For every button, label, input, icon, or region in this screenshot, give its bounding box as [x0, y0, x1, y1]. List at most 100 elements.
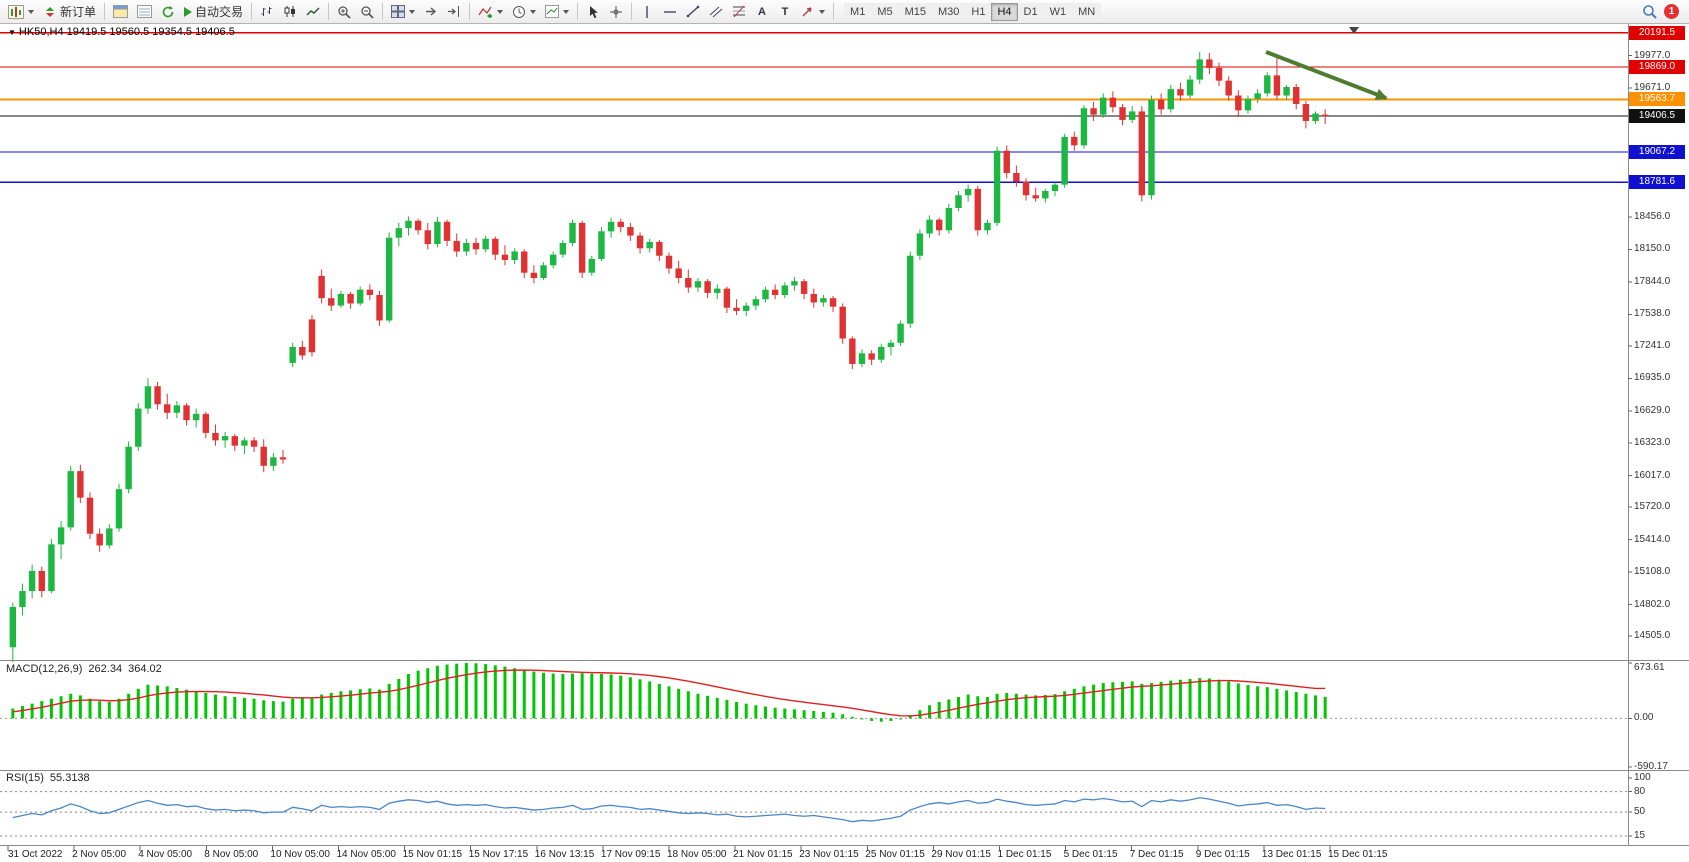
time-scale-label: 7 Dec 01:15	[1129, 849, 1184, 860]
timeframe-button-h4[interactable]: H4	[991, 2, 1018, 21]
rsi-line	[12, 797, 1326, 823]
candlestick-chart-button[interactable]	[279, 2, 301, 22]
rsi-scale-label: 80	[1634, 785, 1646, 797]
data-window-button[interactable]	[133, 2, 156, 22]
trend-arrow[interactable]	[1265, 50, 1388, 101]
templates-button[interactable]	[541, 2, 573, 22]
time-scale-label: 15 Nov 17:15	[468, 849, 529, 860]
arrows-button[interactable]	[797, 2, 829, 22]
tile-windows-button[interactable]	[387, 2, 419, 22]
rsi-scale-label: 50	[1634, 806, 1646, 818]
search-button[interactable]	[1638, 2, 1661, 22]
periods-button[interactable]	[508, 2, 540, 22]
price-level-badge[interactable]: 19869.0	[1629, 59, 1685, 74]
time-scale-label: 25 Nov 01:15	[865, 849, 925, 860]
market-watch-icon	[113, 5, 129, 18]
new-order-icon	[46, 6, 54, 17]
time-scale-label: 2 Nov 05:00	[72, 849, 127, 860]
timeframe-button-m1[interactable]: M1	[844, 2, 872, 21]
timeframe-button-m15[interactable]: M15	[898, 2, 932, 21]
price-scale-label: 14802.0	[1634, 598, 1671, 610]
price-level-badge[interactable]: 19067.2	[1629, 145, 1685, 160]
trendline-icon	[686, 5, 700, 18]
macd-scale-label: 673.61	[1634, 662, 1665, 673]
time-scale-label: 29 Nov 01:15	[931, 849, 991, 860]
refresh-button[interactable]	[157, 2, 179, 22]
label-button[interactable]: T	[774, 2, 796, 22]
timeframe-button-m5[interactable]: M5	[871, 2, 899, 21]
new-order-label: 新订单	[60, 5, 97, 19]
price-level-badge[interactable]: 18781.6	[1629, 175, 1685, 190]
new-chart-button[interactable]	[4, 2, 38, 22]
notification-badge[interactable]: 1	[1664, 4, 1679, 19]
price-level-lines[interactable]	[0, 32, 1628, 184]
timeframe-button-h1[interactable]: H1	[965, 2, 992, 21]
time-scale-label: 16 Nov 13:15	[534, 849, 595, 860]
auto-scroll-button[interactable]	[420, 2, 442, 22]
arrows-tool-icon	[802, 7, 812, 17]
macd-scale-label: 0.00	[1634, 712, 1654, 724]
line-chart-button[interactable]	[302, 2, 324, 22]
rsi-scale-label: 100	[1634, 772, 1651, 783]
cursor-icon	[590, 5, 598, 18]
trendline-button[interactable]	[682, 2, 704, 22]
text-tool-icon: A	[758, 5, 766, 18]
rsi-name: RSI(15)	[6, 772, 44, 784]
price-scale-label: 15108.0	[1634, 566, 1671, 578]
toolbar-separator	[251, 3, 253, 20]
fibonacci-button[interactable]	[728, 2, 750, 22]
line-chart-icon	[306, 7, 320, 16]
horizontal-line-button[interactable]	[659, 2, 681, 22]
timeframe-button-w1[interactable]: W1	[1043, 2, 1073, 21]
cursor-button[interactable]	[582, 2, 604, 22]
price-level-badge[interactable]: 20191.5	[1629, 25, 1685, 40]
channel-button[interactable]	[705, 2, 727, 22]
new-order-button[interactable]: 新订单	[39, 2, 100, 22]
autotrading-label: 自动交易	[195, 5, 244, 19]
chart-shift-button[interactable]	[443, 2, 465, 22]
text-button[interactable]: A	[751, 2, 773, 22]
time-scale-label: 15 Dec 01:15	[1328, 849, 1388, 860]
toolbar-separator	[833, 3, 835, 20]
crosshair-button[interactable]	[605, 2, 627, 22]
price-scale-label: 14505.0	[1634, 630, 1671, 642]
price-scale-label: 16017.0	[1634, 469, 1671, 481]
toolbar-separator	[382, 3, 384, 20]
autotrading-button[interactable]: 自动交易	[180, 2, 247, 22]
timeframe-button-mn[interactable]: MN	[1072, 2, 1102, 21]
timeframe-button-m30[interactable]: M30	[932, 2, 966, 21]
zoom-out-button[interactable]	[356, 2, 378, 22]
vertical-line-icon	[646, 5, 648, 18]
macd-indicator-label: MACD(12,26,9) 262.34 364.02	[6, 663, 162, 675]
price-scale-label: 18456.0	[1634, 210, 1671, 222]
zoom-in-button[interactable]	[333, 2, 355, 22]
time-scale-label: 21 Nov 01:15	[733, 849, 793, 860]
chart-shift-marker[interactable]	[1349, 27, 1359, 34]
vertical-line-button[interactable]	[636, 2, 658, 22]
price-level-badge[interactable]: 19563.7	[1629, 92, 1685, 107]
bar-chart-button[interactable]	[256, 2, 278, 22]
channel-icon	[709, 6, 723, 18]
toolbar-separator	[631, 3, 633, 20]
time-scale-label: 18 Nov 05:00	[667, 849, 727, 860]
price-scale-label: 16629.0	[1634, 404, 1671, 416]
toolbar: 新订单 自动交易	[0, 0, 1689, 24]
chevron-down-icon	[497, 9, 504, 14]
indicators-button[interactable]	[474, 2, 507, 22]
time-scale-label: 15 Nov 01:15	[402, 849, 463, 860]
timeframe-button-d1[interactable]: D1	[1017, 2, 1044, 21]
auto-scroll-icon	[426, 7, 437, 16]
toolbar-separator	[328, 3, 330, 20]
time-scale-label: 5 Dec 01:15	[1063, 849, 1118, 860]
market-watch-button[interactable]	[109, 2, 132, 22]
price-level-badge[interactable]: 19406.5	[1629, 109, 1685, 124]
time-scale-label: 17 Nov 09:15	[600, 849, 661, 860]
chevron-down-icon	[819, 9, 826, 14]
price-scale-label: 19671.0	[1634, 81, 1671, 93]
chevron-down-icon	[409, 9, 416, 14]
clock-icon	[513, 5, 526, 18]
price-scale-label: 15414.0	[1634, 533, 1671, 545]
time-scale-label: 13 Dec 01:15	[1261, 849, 1322, 860]
